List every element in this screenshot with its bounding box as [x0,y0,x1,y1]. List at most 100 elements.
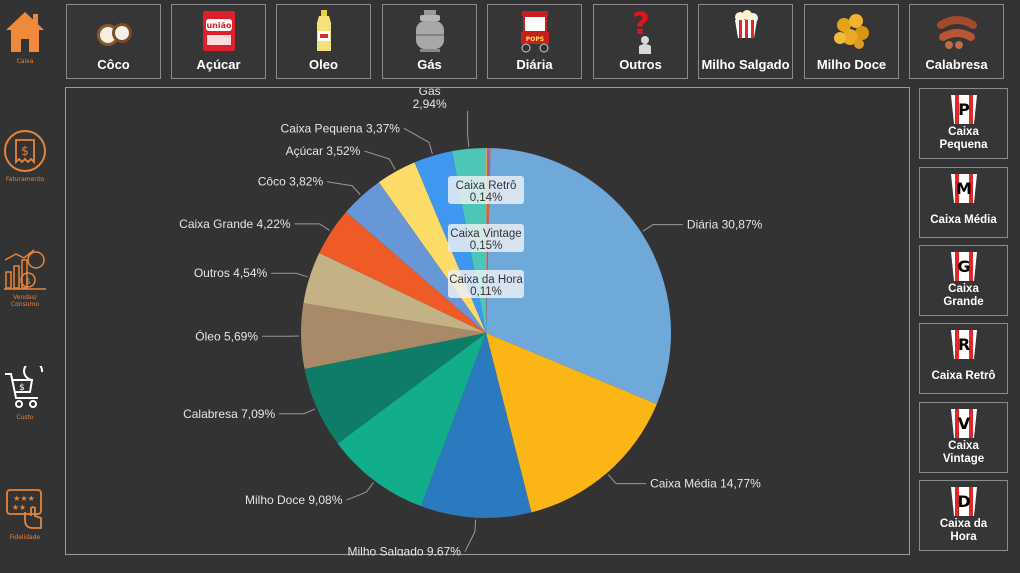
svg-text:$: $ [21,144,29,158]
box-button-media[interactable]: M Caixa Média [919,167,1008,238]
product-label: Côco [97,57,130,72]
sidebar-item-label: Caixa [16,58,34,65]
svg-text:união: união [206,21,232,30]
product-button-gas[interactable]: Gás [382,4,477,79]
leader-line [279,408,316,415]
product-button-milho-salgado[interactable]: Milho Salgado [698,4,793,79]
question-person-icon: ? [632,8,651,54]
svg-text:POPS: POPS [525,36,543,43]
receipt-dollar-icon: $ [4,130,46,172]
small-slice-name: Caixa da Hora [449,274,523,286]
popcorn-box-icon: D [951,487,977,516]
pie-slice-caixa-grande[interactable] [319,211,486,333]
slice-label: 2,94% [413,97,447,111]
sidebar-item-label: Fidelidade [9,534,41,541]
sidebar: Caixa $ Faturamento $ Vendas/ Consumo [0,0,50,573]
caramel-popcorn-icon [833,14,869,49]
sidebar-item-label: Faturamento [5,176,45,183]
leader-line [607,474,647,485]
product-button-milho-doce[interactable]: Milho Doce [804,4,899,79]
box-label: Caixa Retrô [931,370,996,382]
box-letter: V [958,414,971,433]
pie-slice-milho-doce[interactable] [337,333,486,507]
box-button-pequena[interactable]: P Caixa Pequena [919,88,1008,159]
pie-slice-di-ria[interactable] [486,148,672,405]
sidebar-item-label: Vendas/ Consumo [10,294,40,308]
small-slice-label-box [448,176,524,204]
small-slice-value: 0,11% [470,286,502,298]
box-button-grande[interactable]: G Caixa Grande [919,245,1008,316]
product-button-diaria[interactable]: POPS Diária [487,4,582,79]
slice-label: Caixa Pequena 3,37% [281,121,401,135]
box-button-vintage[interactable]: V Caixa Vintage [919,402,1008,473]
sales-chart-icon: $ [4,249,46,290]
pie-slice-milho-salgado[interactable] [420,333,532,518]
product-button-coco[interactable]: Côco [66,4,161,79]
pie-slice-caixa-m-dia[interactable] [486,333,657,513]
product-button-acucar[interactable]: união Açúcar [171,4,266,79]
box-letter: M [956,179,972,198]
popcorn-box-icon: R [951,330,977,359]
product-label: Diária [516,57,553,72]
coconut-icon [96,23,132,46]
popcorn-cart-icon: POPS [520,11,549,53]
leader-line [294,223,330,231]
slice-label: Milho Doce 9,08% [245,493,343,507]
pie-slice-outros[interactable] [303,252,486,333]
pie-chart: Diária 30,87% Caixa Média 14,77% Milho Sal… [179,88,763,556]
small-slice-value: 0,15% [470,240,503,252]
slice-label: Calabresa 7,09% [183,407,275,421]
box-letter: P [958,100,970,119]
product-label: Milho Doce [816,57,887,72]
box-label: Caixa Vintage [942,440,985,465]
popcorn-box-icon: M [951,174,977,203]
box-button-da-hora[interactable]: D Caixa da Hora [919,480,1008,551]
product-label: Milho Salgado [701,57,790,72]
slice-label: Diária 30,87% [687,218,763,232]
box-letter: G [957,257,970,276]
product-button-outros[interactable]: ? Outros [593,4,688,79]
leader-line [346,482,375,501]
oil-bottle-icon [316,10,331,51]
product-label: Calabresa [925,57,988,72]
slice-label: Gás [419,88,441,98]
small-slice-name: Caixa Retrô [456,180,517,192]
box-label: Caixa Grande [943,283,984,308]
sidebar-item-vendas[interactable]: $ Vendas/ Consumo [0,246,50,308]
box-label: Caixa da Hora [939,518,988,543]
pie-slice-calabresa[interactable] [304,333,486,444]
small-slice-label-box [448,224,524,252]
box-letter: R [958,335,970,354]
small-slice-value: 0,14% [470,192,503,204]
svg-text:$: $ [19,383,25,393]
sugar-bag-icon: união [202,11,235,51]
product-button-calabresa[interactable]: Calabresa [909,4,1004,79]
box-size-toolbar: P Caixa Pequena M Caixa Média G Caixa Gr… [919,88,1009,558]
leader-line [403,127,433,154]
product-toolbar: Côco união Açúcar Oleo [66,4,1020,81]
svg-text:$: $ [25,277,31,287]
leader-line [467,110,470,147]
slice-label: Óleo 5,69% [195,328,258,343]
pie-slice--leo[interactable] [301,303,486,369]
box-button-retro[interactable]: R Caixa Retrô [919,323,1008,394]
slice-label: Caixa Grande 4,22% [179,217,291,231]
popcorn-box-icon: G [951,252,977,281]
sidebar-item-custo[interactable]: $ Custo [0,366,50,421]
leader-line [364,150,396,170]
slice-label: Côco 3,82% [258,175,324,189]
leader-line [642,224,683,232]
pie-chart-panel: Diária 30,87% Caixa Média 14,77% Milho Sal… [65,87,910,556]
sidebar-item-caixa[interactable]: Caixa [0,8,50,65]
sidebar-item-faturamento[interactable]: $ Faturamento [0,128,50,183]
leader-line [271,272,308,278]
popcorn-box-icon: P [951,95,977,124]
popcorn-box-icon: V [951,409,977,438]
sidebar-item-fidelidade[interactable]: ★★★ ★★ Fidelidade [0,486,50,541]
sausage-icon [936,16,977,49]
product-label: Gás [417,57,442,72]
leader-line [464,519,477,552]
product-button-oleo[interactable]: Oleo [276,4,371,79]
slice-label: Açúcar 3,52% [286,144,361,158]
svg-text:?: ? [632,8,649,42]
